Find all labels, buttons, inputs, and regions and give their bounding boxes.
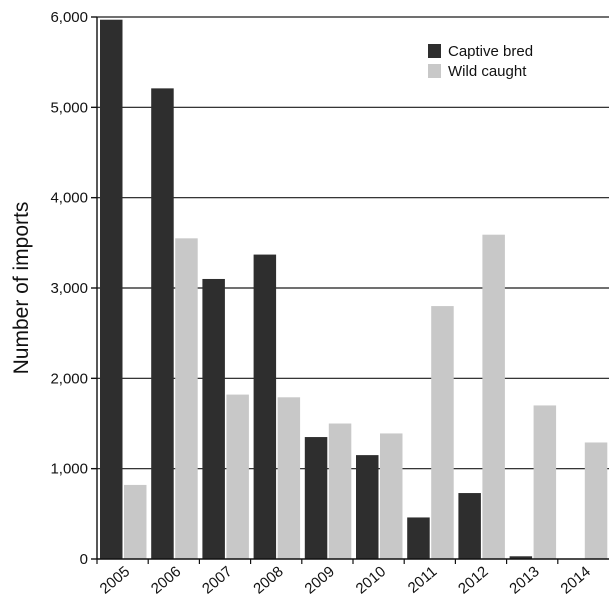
bar-captive-bred-2009	[304, 437, 328, 559]
bar-wild-caught-2006	[175, 238, 198, 560]
bar-captive-bred-2013	[509, 556, 533, 559]
bar-captive-bred-2010	[356, 455, 379, 559]
bar-wild-caught-2012	[482, 234, 505, 559]
bar-captive-bred-2005	[100, 19, 123, 559]
bar-captive-bred-2007	[202, 278, 225, 559]
bar-captive-bred-2011	[407, 517, 430, 559]
x-tick-labels: 2005 2006 2007 2008 2009 2010 2011 2012 2013 2014	[97, 563, 594, 597]
x-tick-label: 2014	[557, 563, 593, 597]
bar-wild-caught-2008	[277, 397, 301, 559]
y-tick-label: 1,000	[50, 461, 88, 478]
axes	[91, 16, 609, 564]
y-tick-labels: 0 1,000 2,000 3,000 4,000 5,000 6,000	[50, 9, 88, 568]
x-tick-label: 2009	[301, 563, 337, 597]
bar-wild-caught-2010	[380, 433, 403, 559]
bars	[100, 19, 608, 560]
bar-wild-caught-2013	[533, 405, 557, 559]
bar-wild-caught-2005	[124, 484, 147, 559]
bar-wild-caught-2007	[226, 394, 249, 559]
y-tick-label: 3,000	[50, 280, 88, 297]
x-tick-label: 2012	[455, 563, 491, 597]
bar-wild-caught-2011	[431, 306, 454, 559]
bar-captive-bred-2012	[458, 493, 481, 559]
y-tick-label: 2,000	[50, 370, 88, 387]
x-tick-label: 2008	[250, 563, 286, 597]
y-axis-title: Number of imports	[10, 202, 33, 375]
legend-label-wild-caught: Wild caught	[448, 63, 527, 80]
bar-captive-bred-2008	[253, 254, 277, 559]
x-tick-label: 2013	[506, 563, 542, 597]
bar-captive-bred-2006	[151, 88, 174, 559]
x-tick-label: 2010	[353, 563, 389, 597]
bar-wild-caught-2014	[584, 442, 608, 559]
x-tick-label: 2006	[148, 563, 184, 597]
x-tick-label: 2005	[97, 563, 133, 597]
bar-wild-caught-2009	[328, 423, 352, 559]
legend: Captive bred Wild caught	[428, 43, 533, 80]
y-tick-label: 4,000	[50, 190, 88, 207]
legend-swatch-captive-bred	[428, 44, 441, 58]
x-tick-label: 2007	[199, 563, 235, 597]
gridlines	[97, 16, 609, 470]
legend-swatch-wild-caught	[428, 64, 441, 78]
y-tick-label: 0	[80, 551, 88, 568]
y-tick-label: 6,000	[50, 9, 88, 26]
y-tick-label: 5,000	[50, 99, 88, 116]
legend-label-captive-bred: Captive bred	[448, 43, 533, 60]
x-tick-label: 2011	[405, 563, 441, 597]
